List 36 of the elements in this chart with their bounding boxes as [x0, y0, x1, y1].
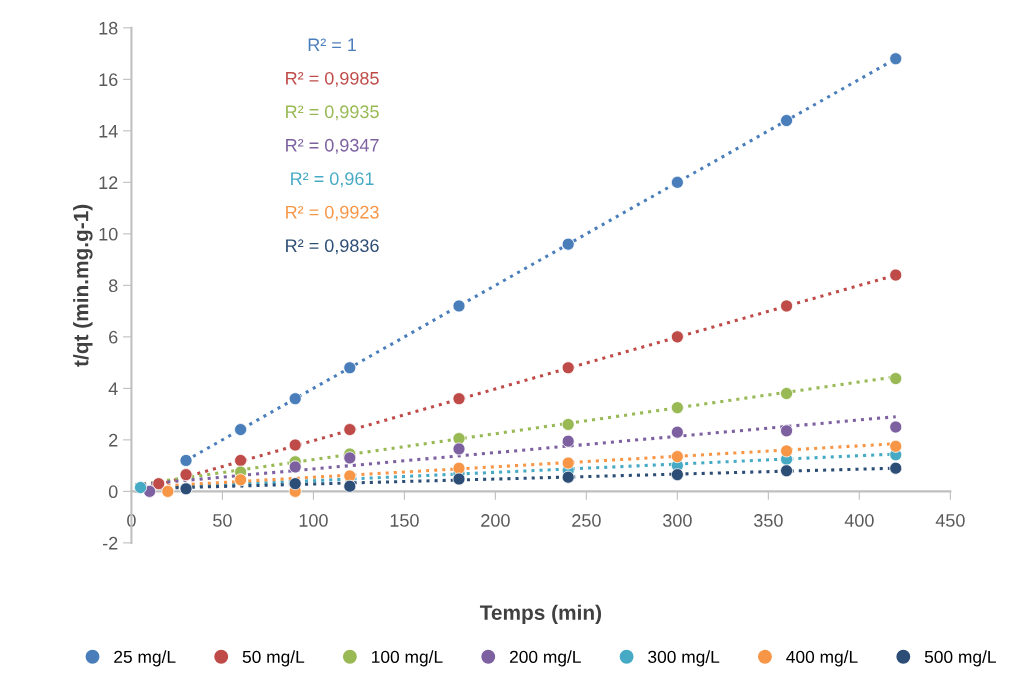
y-axis-title: t/qt (min.mg.g-1) [73, 204, 93, 367]
x-tick-label: 100 [299, 514, 328, 527]
y-tick-label: 14 [99, 124, 118, 138]
annotation: R² = 0,9935 [286, 105, 379, 121]
y-tick-label: 16 [99, 73, 118, 87]
x-tick-label: 350 [753, 514, 783, 527]
legend-label: 500 mg/L [924, 650, 996, 667]
y-tick-label: 12 [99, 176, 118, 189]
annotation: R² = 0,9836 [286, 239, 379, 255]
annotation: R² = 0,9923 [286, 205, 379, 221]
legend-label: 100 mg/L [372, 650, 443, 667]
y-tick-label: 4 [108, 382, 118, 395]
x-tick-label: 400 [844, 514, 874, 527]
legend-label: 25 mg/L [114, 650, 176, 667]
x-tick-label: 300 [663, 514, 692, 527]
legend-label: 50 mg/L [242, 650, 305, 667]
annotation: R² = 0,9347 [286, 138, 379, 154]
x-axis-title: Temps (min) [479, 604, 602, 625]
y-tick-label: 2 [109, 433, 118, 447]
y-tick-label: 10 [99, 227, 118, 241]
x-tick-label: 50 [213, 514, 232, 527]
annotation: R² = 0,9985 [286, 71, 379, 87]
y-tick-label: 18 [99, 21, 118, 35]
annotation: R² = 1 [308, 38, 357, 52]
x-tick-label: 200 [481, 514, 510, 527]
y-tick-label: 6 [109, 330, 118, 344]
legend-label: 400 mg/L [786, 650, 858, 667]
x-tick-label: 250 [572, 514, 601, 527]
y-tick-label: -2 [102, 536, 118, 550]
x-tick-label: 150 [390, 514, 419, 527]
legend-label: 300 mg/L [648, 650, 720, 667]
y-tick-label: 8 [108, 279, 118, 293]
x-tick-label: 450 [935, 514, 965, 527]
y-tick-label: 0 [108, 485, 118, 499]
legend-label: 200 mg/L [509, 650, 581, 667]
annotation: R² = 0,961 [291, 172, 374, 188]
